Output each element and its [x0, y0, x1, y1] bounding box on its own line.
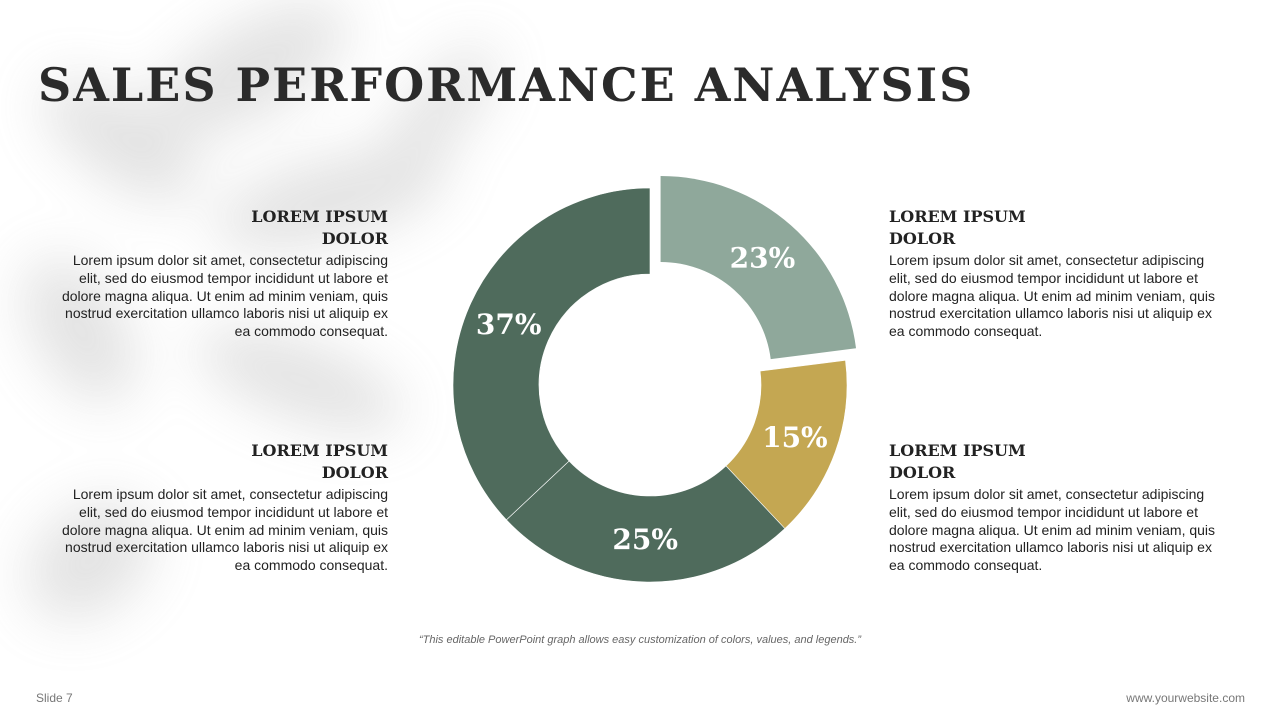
donut-slice-37 [452, 187, 651, 521]
block-heading-line2: DOLOR [321, 463, 388, 482]
block-heading-line2: DOLOR [321, 229, 388, 248]
block-heading: LOREM IPSUM DOLOR [58, 440, 388, 484]
slide-number: Slide 7 [36, 691, 73, 705]
block-body: Lorem ipsum dolor sit amet, consectetur … [889, 486, 1216, 574]
block-heading: LOREM IPSUM DOLOR [889, 206, 1219, 250]
text-block-top-left: LOREM IPSUM DOLOR Lorem ipsum dolor sit … [58, 206, 388, 341]
donut-slice-23 [660, 175, 857, 360]
chart-caption: “This editable PowerPoint graph allows e… [418, 634, 862, 646]
block-body: Lorem ipsum dolor sit amet, consectetur … [61, 252, 388, 340]
text-block-bottom-left: LOREM IPSUM DOLOR Lorem ipsum dolor sit … [58, 440, 388, 575]
block-heading-line1: LOREM IPSUM [251, 441, 388, 460]
block-heading-line2: DOLOR [889, 463, 956, 482]
donut-label-23: 23% [730, 241, 796, 274]
block-body: Lorem ipsum dolor sit amet, consectetur … [889, 252, 1216, 340]
donut-chart: 23% 15% 25% 37% [452, 175, 857, 583]
donut-label-15: 15% [762, 421, 828, 454]
donut-slice-25 [505, 460, 786, 583]
donut-label-25: 25% [612, 523, 678, 556]
block-heading: LOREM IPSUM DOLOR [889, 440, 1219, 484]
donut-label-37: 37% [476, 308, 542, 341]
block-heading-line2: DOLOR [889, 229, 956, 248]
text-block-top-right: LOREM IPSUM DOLOR Lorem ipsum dolor sit … [889, 206, 1219, 341]
website-url: www.yourwebsite.com [1126, 691, 1245, 705]
block-heading-line1: LOREM IPSUM [251, 207, 388, 226]
block-body: Lorem ipsum dolor sit amet, consectetur … [61, 486, 388, 574]
slide-title: SALES PERFORMANCE ANALYSIS [38, 58, 975, 112]
text-block-bottom-right: LOREM IPSUM DOLOR Lorem ipsum dolor sit … [889, 440, 1219, 575]
block-heading-line1: LOREM IPSUM [889, 441, 1026, 460]
block-heading: LOREM IPSUM DOLOR [58, 206, 388, 250]
block-heading-line1: LOREM IPSUM [889, 207, 1026, 226]
